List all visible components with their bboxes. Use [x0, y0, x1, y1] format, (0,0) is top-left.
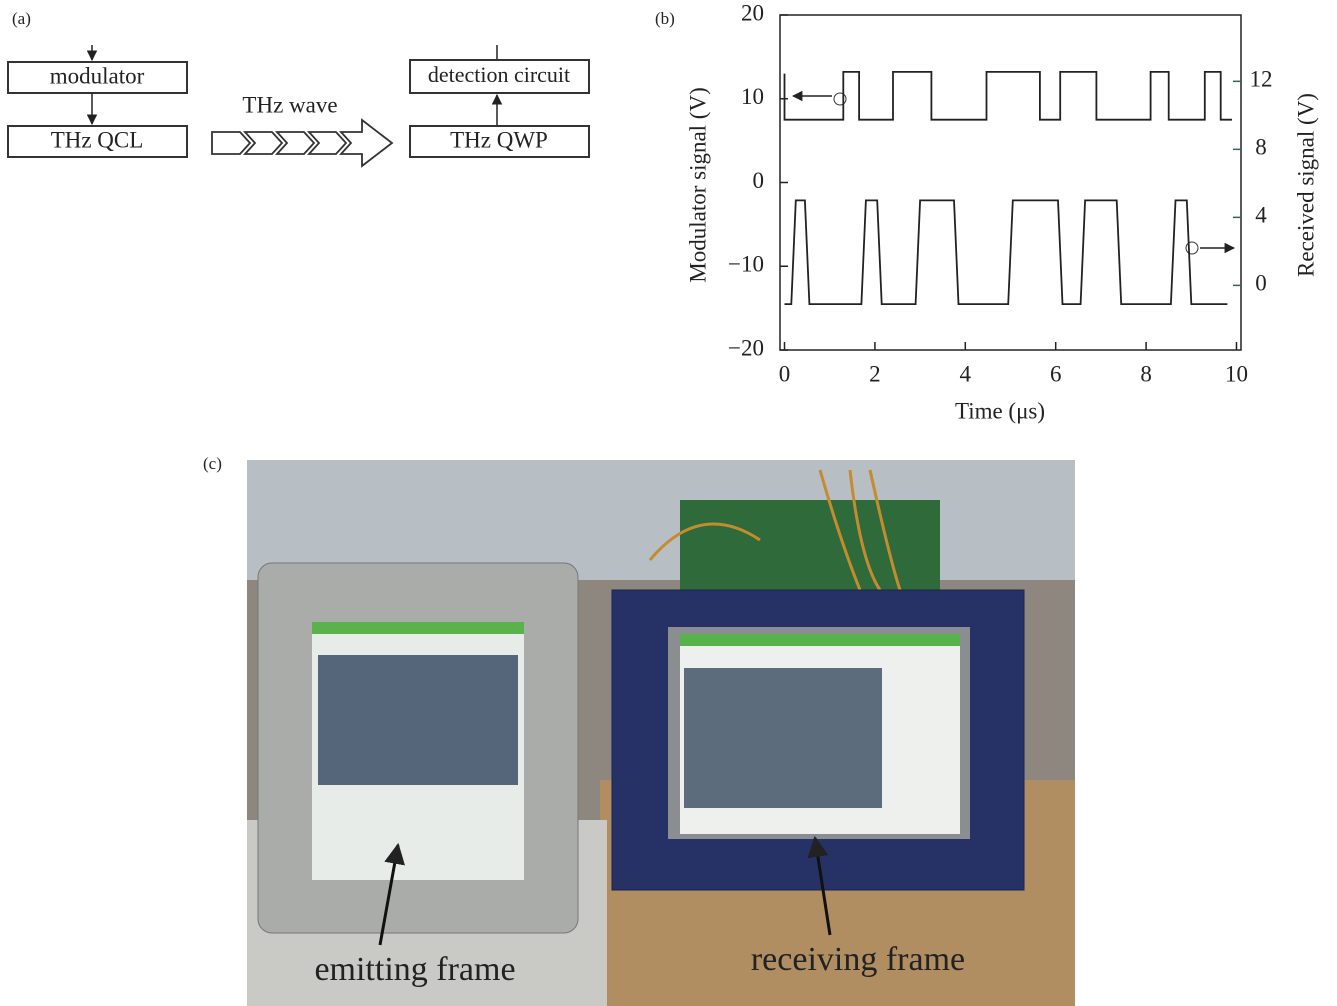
y-tick-label: 20	[741, 0, 764, 25]
node-label: detection circuit	[428, 62, 570, 87]
diagram: modulator THz QCL detection circuit THz …	[8, 45, 589, 166]
x-tick-label: 10	[1225, 361, 1248, 386]
x-tick-label: 4	[960, 361, 972, 386]
background-wall	[247, 460, 1075, 580]
y-tick-label: −20	[728, 335, 764, 360]
y-tick-label: −10	[728, 252, 764, 277]
node-label: modulator	[50, 63, 145, 88]
y2-tick-label: 12	[1250, 67, 1273, 92]
photo-annotation: receiving frame	[751, 941, 965, 978]
photo: emitting frame receiving frame	[247, 460, 1075, 1006]
y2-tick-label: 8	[1255, 135, 1267, 160]
series-line	[785, 72, 1233, 120]
series-line	[785, 200, 1228, 304]
photo-annotation: emitting frame	[314, 951, 515, 988]
page: (a) (b) (c) modulator THz QCL detection …	[0, 0, 1337, 1006]
node-label: THz QWP	[450, 127, 548, 152]
figure: (a) (b) (c) modulator THz QCL detection …	[0, 0, 1337, 1006]
x-axis-label: Time (μs)	[955, 398, 1045, 423]
y-tick-label: 10	[741, 84, 764, 109]
y2-tick-label: 0	[1255, 271, 1267, 296]
screen-bar	[680, 634, 960, 646]
chart: Time (μs) Modulator signal (V) Received …	[685, 0, 1318, 423]
x-tick-label: 0	[779, 361, 791, 386]
screen-bar	[312, 622, 524, 634]
y-axis-label: Modulator signal (V)	[685, 87, 710, 282]
screen-image	[318, 655, 518, 785]
y2-axis-label: Received signal (V)	[1293, 93, 1318, 277]
x-tick-label: 8	[1140, 361, 1152, 386]
panel-label: (b)	[655, 9, 675, 28]
y2-tick-label: 4	[1255, 203, 1267, 228]
circuit-board	[680, 500, 940, 590]
x-tick-label: 2	[869, 361, 881, 386]
panel-label: (c)	[203, 454, 222, 473]
screen-image	[684, 668, 882, 808]
edge-label: THz wave	[242, 92, 337, 117]
x-tick-label: 6	[1050, 361, 1062, 386]
node-label: THz QCL	[51, 127, 144, 152]
wave-arrow	[212, 120, 392, 166]
y-tick-label: 0	[753, 168, 765, 193]
panel-label: (a)	[12, 9, 31, 28]
